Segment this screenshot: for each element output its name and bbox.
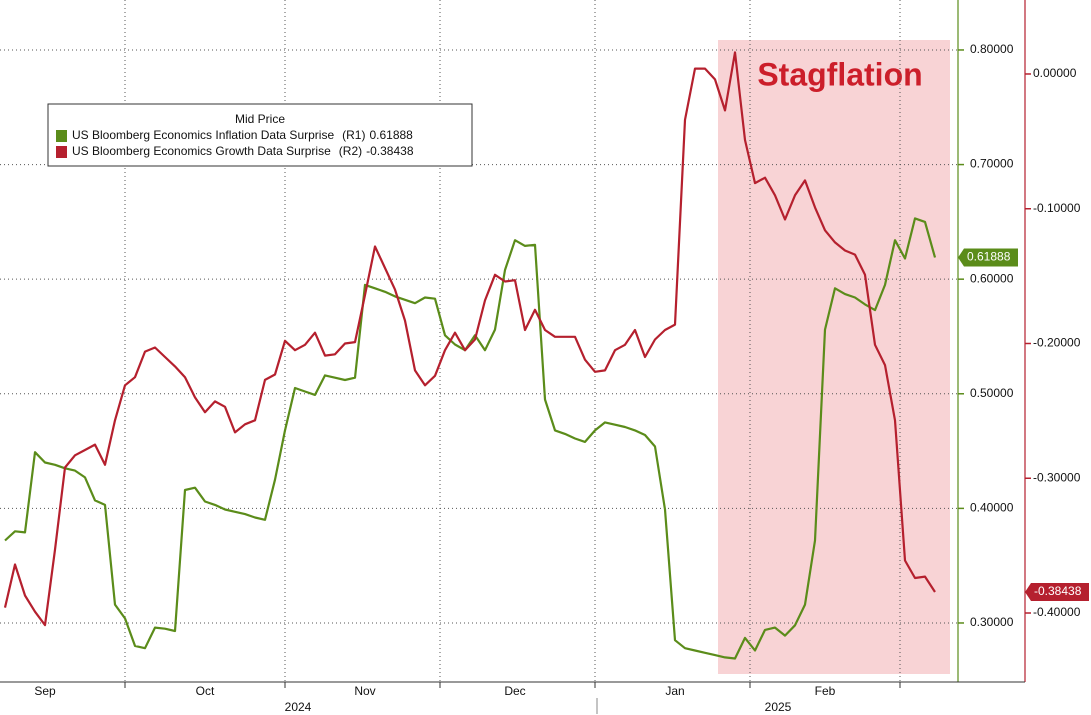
annotation: Stagflation xyxy=(757,56,922,92)
x-tick-label: Oct xyxy=(196,684,215,698)
series-line xyxy=(4,217,937,660)
legend-box xyxy=(47,103,473,167)
price-tag xyxy=(958,248,1018,267)
stagflation-shade xyxy=(718,40,950,674)
legend-name: US Bloomberg Economics Growth Data Surpr… xyxy=(72,144,331,158)
x-tick-label: Feb xyxy=(815,684,836,698)
year-label: 2024 xyxy=(285,700,312,714)
y-tick-label: 0.70000 xyxy=(970,157,1014,171)
legend-last-label: -0.38438 xyxy=(366,144,414,158)
legend: Mid Price US Bloomberg Economics Inflatio… xyxy=(47,103,473,167)
x-tick-label: Jan xyxy=(665,684,684,698)
y-tick-label: 0.80000 xyxy=(970,42,1014,56)
price-tag-label: 0.61888 xyxy=(967,250,1011,264)
legend-name: US Bloomberg Economics Inflation Data Su… xyxy=(72,128,334,142)
y-tick-label: 0.40000 xyxy=(970,501,1014,515)
y2-tick-label: -0.20000 xyxy=(1033,336,1081,350)
legend-axis-label: (R2) xyxy=(339,144,362,158)
price-tag xyxy=(1025,582,1089,601)
x-tick-label: Sep xyxy=(34,684,56,698)
year-label: 2025 xyxy=(765,700,792,714)
legend-title: Mid Price xyxy=(235,112,285,126)
y2-tick-label: -0.40000 xyxy=(1033,605,1081,619)
legend-last-label: 0.61888 xyxy=(369,128,413,142)
legend-axis-label: (R1) xyxy=(342,128,365,142)
price-tag-label: -0.38438 xyxy=(1034,584,1082,598)
x-tick-label: Dec xyxy=(504,684,525,698)
legend-entry: US Bloomberg Economics Inflation Data Su… xyxy=(72,128,413,142)
legend-entry: US Bloomberg Economics Growth Data Surpr… xyxy=(72,144,414,158)
y2-tick-label: -0.30000 xyxy=(1033,470,1081,484)
x-tick-label: Nov xyxy=(354,684,375,698)
y2-tick-label: -0.10000 xyxy=(1033,201,1081,215)
legend-swatch xyxy=(56,146,67,158)
series-line xyxy=(3,51,936,627)
y-tick-label: 0.50000 xyxy=(970,386,1014,400)
legend-swatch xyxy=(56,130,67,142)
y2-tick-label: 0.00000 xyxy=(1033,66,1077,80)
y-tick-label: 0.60000 xyxy=(970,271,1014,285)
y-tick-label: 0.30000 xyxy=(970,615,1014,629)
